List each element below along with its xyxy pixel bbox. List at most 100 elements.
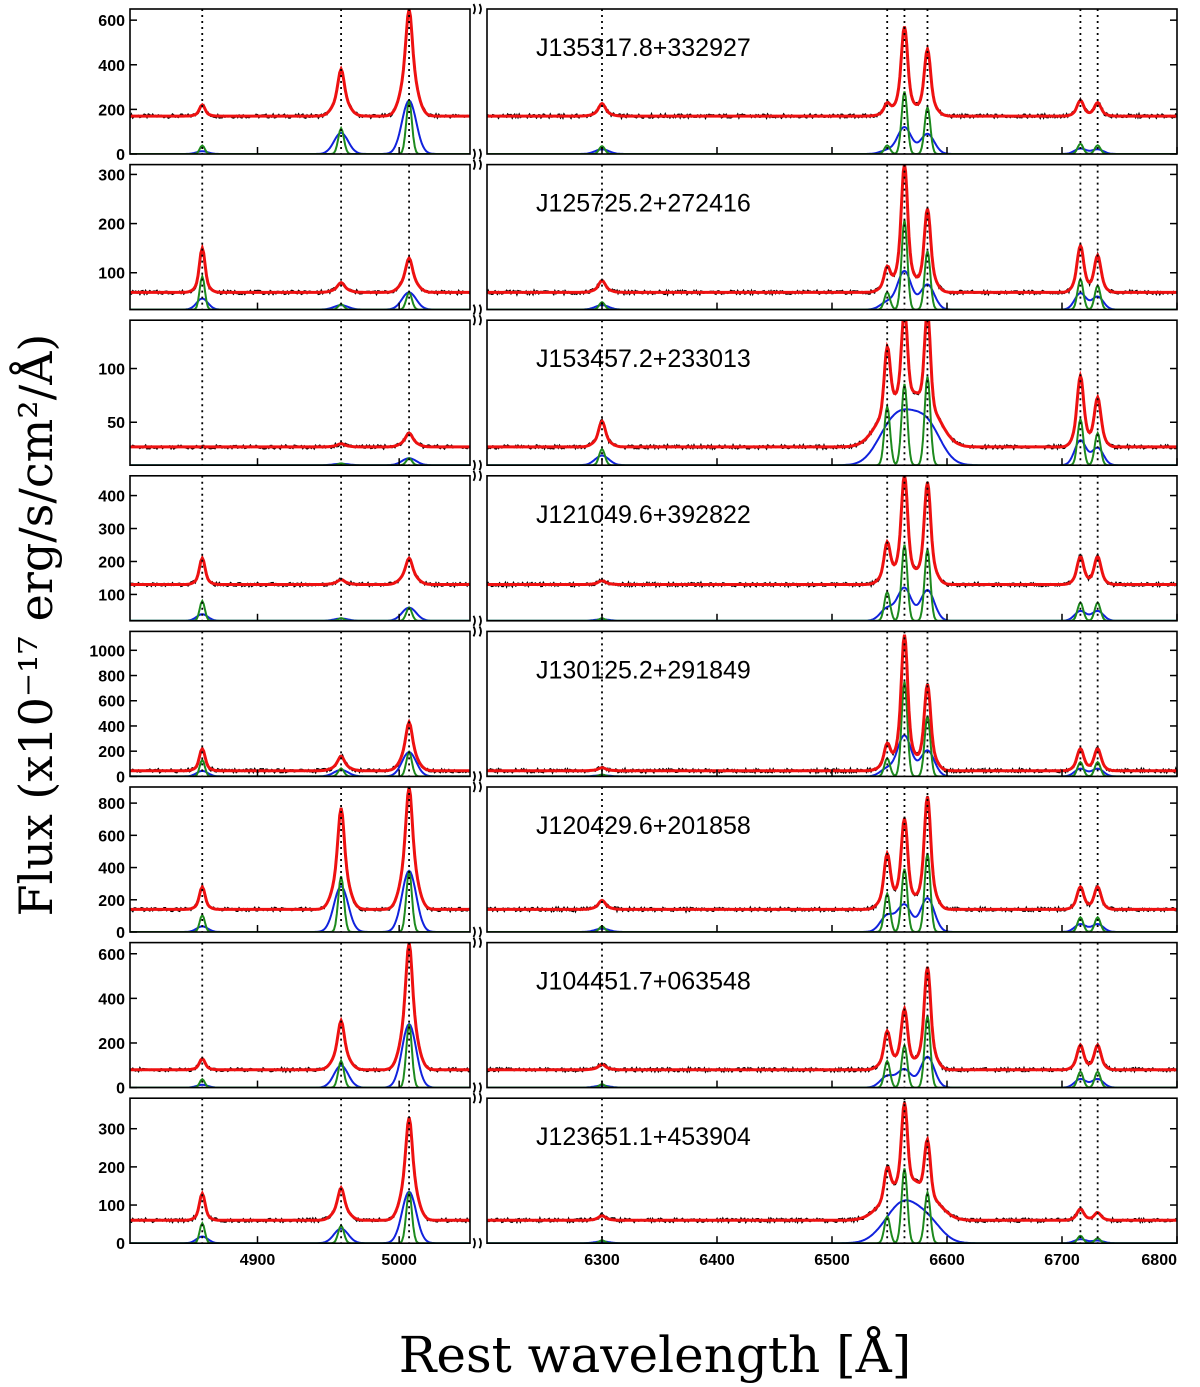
narrow-component-line	[487, 852, 1177, 932]
model-fit-line	[487, 1102, 1177, 1222]
y-tick-label: 800	[98, 796, 125, 813]
panel-frame-left	[129, 1097, 471, 1244]
model-fit-line	[487, 320, 1177, 449]
axis-break-mark	[472, 159, 482, 171]
y-tick-label: 400	[98, 861, 125, 878]
narrow-component-line	[130, 100, 470, 154]
observed-spectrum-line	[486, 1101, 1177, 1225]
spectrum-panel: 50 100 J153457.2+233013	[98, 314, 1178, 471]
narrow-component-line	[487, 219, 1177, 310]
axis-break-mark	[472, 781, 482, 793]
y-tick-label: 0	[116, 147, 125, 164]
panel-frame-right	[486, 474, 1178, 622]
object-name: J120429.6+201858	[536, 812, 751, 840]
observed-spectrum-line	[130, 720, 471, 775]
x-tick-label: 5000	[381, 1252, 417, 1269]
axis-break-mark	[472, 3, 482, 15]
model-fit-line	[487, 475, 1177, 586]
x-tick-label: 6500	[814, 1252, 850, 1269]
y-tick-label: 600	[98, 13, 125, 30]
y-tick-label: 0	[116, 925, 125, 942]
model-fit-line	[130, 718, 470, 773]
y-tick-label: 200	[98, 102, 125, 119]
model-fit-line	[130, 942, 470, 1072]
panel-frame-left	[129, 474, 471, 622]
y-tick-label: 200	[98, 217, 125, 234]
spectrum-panel: 0 200 400 600 800 J120429.6+201858	[98, 781, 1178, 942]
axis-break-mark	[472, 1237, 482, 1249]
observed-spectrum-line	[486, 475, 1177, 589]
panel-frame-right	[486, 630, 1178, 778]
model-fit-line	[487, 634, 1177, 773]
axis-break-mark	[472, 926, 482, 938]
broad-component-line	[130, 291, 470, 310]
axis-break-mark	[472, 937, 482, 949]
y-tick-label: 200	[98, 744, 125, 761]
broad-component-line	[130, 99, 470, 154]
y-tick-label: 400	[98, 991, 125, 1008]
y-tick-label: 200	[98, 893, 125, 910]
y-tick-label: 100	[98, 266, 125, 283]
y-tick-label: 400	[98, 58, 125, 75]
model-fit-line	[130, 431, 470, 449]
x-tick-label: 6600	[929, 1252, 965, 1269]
y-tick-label: 300	[98, 167, 125, 184]
y-tick-label: 50	[107, 415, 125, 432]
y-tick-label: 200	[98, 1036, 125, 1053]
axis-break-mark	[472, 625, 482, 637]
narrow-component-line	[487, 1168, 1177, 1244]
y-tick-label: 100	[98, 1198, 125, 1215]
narrow-component-line	[487, 1015, 1177, 1088]
object-name: J121049.6+392822	[536, 501, 751, 529]
panel-curves	[130, 475, 1177, 621]
axis-break-mark	[472, 314, 482, 326]
y-tick-label: 800	[98, 669, 125, 686]
axis-break-mark	[472, 459, 482, 471]
model-fit-line	[130, 9, 470, 118]
spectrum-panel: 0 100 200 300 J123651.1+453904 4900 5000 6300 64…	[98, 1092, 1178, 1269]
model-fit-line	[130, 787, 470, 911]
y-tick-label: 100	[98, 362, 125, 379]
model-fit-line	[130, 242, 470, 294]
y-tick-label: 300	[98, 1122, 125, 1139]
object-name: J123651.1+453904	[536, 1123, 751, 1151]
object-name: J153457.2+233013	[536, 345, 751, 373]
model-fit-line	[487, 26, 1177, 118]
narrow-component-line	[130, 598, 470, 621]
panel-frame-left	[129, 163, 471, 311]
panel-frame-left	[129, 630, 471, 778]
spectrum-panel: 0 200 400 600 J135317.8+332927	[98, 3, 1178, 164]
model-fit-line	[130, 554, 470, 586]
y-tick-label: 200	[98, 554, 125, 571]
y-tick-label: 300	[98, 522, 125, 539]
panel-curves	[130, 942, 1177, 1088]
x-axis-label: Rest wavelength [Å]	[399, 1325, 911, 1384]
panel-curves	[130, 164, 1177, 310]
model-fit-line	[487, 164, 1177, 294]
model-fit-line	[130, 1117, 470, 1222]
panel-curves	[130, 787, 1177, 932]
x-tick-label: 4900	[240, 1252, 276, 1269]
narrow-component-line	[487, 681, 1177, 777]
object-name: J135317.8+332927	[536, 34, 751, 62]
panel-frame-right	[486, 163, 1178, 311]
x-tick-label: 6400	[699, 1252, 735, 1269]
object-name: J130125.2+291849	[536, 656, 751, 684]
y-tick-label: 200	[98, 1160, 125, 1177]
panel-curves	[130, 9, 1177, 154]
panel-frame-right	[486, 8, 1178, 155]
y-tick-label: 1000	[89, 643, 125, 660]
broad-component-line	[130, 457, 470, 466]
spectrum-panel: 100 200 300 J125725.2+272416	[98, 159, 1178, 316]
axis-break-mark	[472, 615, 482, 627]
axis-break-mark	[472, 1082, 482, 1094]
axis-break-mark	[472, 1092, 482, 1104]
broad-component-line	[130, 606, 470, 621]
object-name: J125725.2+272416	[536, 190, 751, 218]
y-tick-label: 0	[116, 1236, 125, 1253]
observed-spectrum-line	[130, 554, 471, 589]
y-tick-label: 0	[116, 1081, 125, 1098]
axis-break-mark	[472, 148, 482, 160]
y-tick-label: 400	[98, 489, 125, 506]
